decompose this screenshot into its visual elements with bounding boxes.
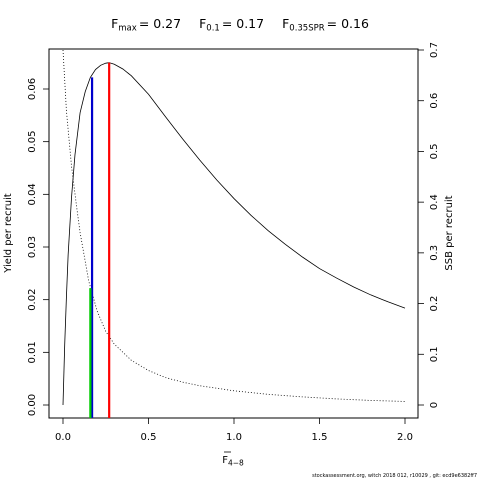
footer-note: stockassessment.org, witch 2018 012, r10… bbox=[312, 473, 477, 479]
fmax-value: = 0.27 bbox=[139, 16, 181, 31]
y-left-tick-label: 0.01 bbox=[27, 341, 38, 363]
fspr-value: = 0.16 bbox=[327, 16, 369, 31]
y-right-tick-label: 0.1 bbox=[429, 346, 440, 362]
y-right-tick-label: 0.3 bbox=[429, 245, 440, 261]
f01-sub: 0.1 bbox=[206, 24, 220, 34]
y-left-axis-title: Yield per recruit bbox=[3, 193, 14, 274]
y-left-tick-label: 0.03 bbox=[27, 236, 38, 258]
y-left-tick-label: 0.05 bbox=[27, 131, 38, 153]
fmax-sub: max bbox=[118, 24, 137, 34]
y-right-axis-title: SSB per recruit bbox=[444, 195, 455, 270]
y-left-tick-label: 0.06 bbox=[27, 78, 38, 100]
x-axis-title: F4−8 bbox=[222, 455, 244, 468]
y-right-tick-label: 0.4 bbox=[429, 194, 440, 210]
x-tick-label: 2.0 bbox=[397, 432, 413, 443]
y-right-tick-label: 0.2 bbox=[429, 296, 440, 312]
y-right-tick-label: 0.7 bbox=[429, 42, 440, 58]
fmax-label: F bbox=[111, 16, 118, 31]
y-left-tick-label: 0.00 bbox=[27, 394, 38, 416]
x-tick-label: 0.5 bbox=[141, 432, 157, 443]
series-layer bbox=[62, 49, 406, 406]
reference-lines-layer bbox=[89, 62, 111, 418]
f01-value: = 0.17 bbox=[222, 16, 264, 31]
plot-frame bbox=[48, 48, 419, 419]
x-axis-title-main: F bbox=[222, 455, 228, 466]
yield-per-recruit-line bbox=[62, 62, 406, 406]
fspr-label: F bbox=[282, 16, 289, 31]
y-right-axis: 0 0.1 0.2 0.3 0.4 0.5 0.6 0.7 bbox=[418, 42, 440, 408]
y-right-tick-label: 0.5 bbox=[429, 143, 440, 159]
chart-title: Fmax = 0.27 F0.1 = 0.17 F0.35SPR = 0.16 bbox=[111, 16, 369, 34]
y-left-tick-label: 0.04 bbox=[27, 183, 38, 205]
y-right-tick-label: 0 bbox=[429, 402, 440, 408]
x-axis: 0.0 0.5 1.0 1.5 2.0 bbox=[55, 418, 413, 443]
ssb-per-recruit-line bbox=[62, 49, 406, 402]
f01-label: F bbox=[199, 16, 206, 31]
x-tick-label: 1.0 bbox=[226, 432, 242, 443]
x-tick-label: 1.5 bbox=[312, 432, 328, 443]
y-left-tick-label: 0.02 bbox=[27, 289, 38, 311]
y-left-axis: 0.00 0.01 0.02 0.03 0.04 0.05 0.06 bbox=[27, 78, 49, 416]
x-tick-label: 0.0 bbox=[55, 432, 71, 443]
y-right-tick-label: 0.6 bbox=[429, 93, 440, 109]
x-axis-title-sub: 4−8 bbox=[228, 459, 244, 468]
fspr-sub: 0.35SPR bbox=[289, 24, 324, 34]
